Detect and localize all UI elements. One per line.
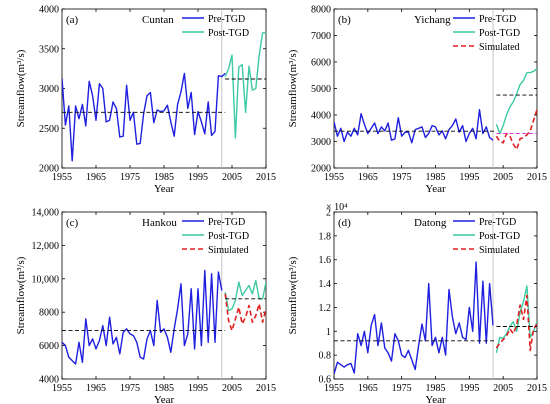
x-axis-label: Year [425, 394, 446, 404]
y-tick-label: 3000 [311, 137, 331, 148]
series-line-pre-tgd [62, 269, 223, 365]
y-axis-label: Streamflow(m³/s) [15, 49, 27, 127]
y-tick-label: 1.8 [319, 231, 332, 242]
station-name: Cuntan [142, 14, 174, 26]
y-tick-label: 4000 [39, 375, 59, 386]
y-tick-label: 0.6 [319, 375, 332, 386]
x-tick-label: 1995 [188, 383, 208, 394]
x-tick-label: 2005 [222, 172, 242, 183]
x-tick-label: 1975 [392, 172, 412, 183]
legend-label: Pre-TGD [479, 14, 516, 25]
x-axis-label: Year [425, 183, 446, 195]
chart-panel-3: 1955 1965 1975 1985 1995 2005 2015 4000 6000 8000… [15, 208, 276, 404]
legend-label: Simulated [479, 245, 520, 256]
y-tick-label: 4000 [311, 111, 331, 122]
legend-label: Simulated [479, 42, 520, 53]
chart-panel-2: 1955 1965 1975 1985 1995 2005 2015 2000 3000 4000… [287, 5, 547, 196]
x-tick-label: 1985 [426, 383, 446, 394]
legend-label: Post-TGD [479, 231, 520, 242]
x-tick-label: 2015 [256, 172, 276, 183]
x-tick-label: 1955 [52, 383, 72, 394]
legend-label: Pre-TGD [479, 217, 516, 228]
x-tick-label: 1965 [358, 383, 378, 394]
x-tick-label: 1955 [324, 172, 344, 183]
y-tick-label: 3000 [39, 84, 59, 95]
x-tick-label: 1955 [324, 383, 344, 394]
y-multiplier: × 10⁴ [326, 202, 348, 213]
x-axis-label: Year [154, 394, 175, 404]
x-tick-label: 1975 [120, 383, 140, 394]
y-tick-label: 2500 [39, 124, 59, 135]
chart-panel-4: 1955 1965 1975 1985 1995 2005 2015 0.6 0.8 1 1.2 1.… [287, 202, 547, 404]
legend-label: Post-TGD [208, 28, 249, 39]
panel-label: (b) [338, 14, 351, 26]
x-tick-label: 1985 [154, 172, 174, 183]
series-group [334, 68, 537, 151]
x-tick-label: 2015 [527, 383, 547, 394]
panel-label: (c) [66, 217, 79, 229]
station-name: Hankou [142, 217, 177, 229]
y-axis-label: Streamflow(m³/s) [287, 49, 299, 127]
legend-label: Post-TGD [479, 28, 520, 39]
y-tick-label: 1.6 [319, 255, 332, 266]
y-tick-label: 2 [326, 208, 331, 219]
y-tick-label: 3500 [39, 44, 59, 55]
series-group [62, 269, 266, 365]
series-line-pre-tgd [334, 109, 494, 144]
y-tick-label: 6000 [39, 341, 59, 352]
series-line-pre-tgd [62, 72, 226, 162]
y-tick-label: 1.2 [319, 303, 332, 314]
legend-label: Pre-TGD [208, 217, 245, 228]
x-tick-label: 1995 [459, 172, 479, 183]
y-tick-label: 0.8 [319, 351, 332, 362]
x-tick-label: 1965 [358, 172, 378, 183]
y-tick-label: 8000 [311, 5, 331, 16]
y-tick-label: 7000 [311, 31, 331, 42]
y-axis-label: Streamflow(m³/s) [287, 256, 299, 334]
y-tick-label: 10,000 [32, 274, 60, 285]
chart-panel-1: 1955 1965 1975 1985 1995 2005 2015 2000 2500 3000… [15, 5, 276, 196]
legend-label: Simulated [208, 245, 249, 256]
y-tick-label: 5000 [311, 84, 331, 95]
x-tick-label: 2015 [256, 383, 276, 394]
x-tick-label: 1985 [154, 383, 174, 394]
series-line-pre-tgd [334, 261, 494, 375]
y-tick-label: 1 [326, 327, 331, 338]
series-group [62, 32, 266, 162]
series-line-simulated [495, 294, 537, 352]
x-tick-label: 2015 [527, 172, 547, 183]
x-tick-label: 1995 [459, 383, 479, 394]
y-axis-label: Streamflow(m³/s) [15, 256, 27, 334]
panel-label: (a) [66, 14, 79, 26]
station-name: Datong [414, 217, 447, 229]
panel-label: (d) [338, 217, 351, 229]
legend-label: Post-TGD [208, 231, 249, 242]
y-tick-label: 14,000 [32, 208, 60, 219]
y-tick-label: 12,000 [32, 241, 60, 252]
y-tick-label: 6000 [311, 58, 331, 69]
x-tick-label: 1965 [86, 383, 106, 394]
x-tick-label: 1965 [86, 172, 106, 183]
x-tick-label: 2005 [493, 172, 513, 183]
y-tick-label: 2000 [39, 164, 59, 175]
x-tick-label: 1995 [188, 172, 208, 183]
x-tick-label: 1985 [426, 172, 446, 183]
y-tick-label: 8000 [39, 308, 59, 319]
x-tick-label: 2005 [493, 383, 513, 394]
series-line-simulated [495, 109, 537, 151]
station-name: Yichang [414, 14, 451, 26]
series-group [334, 261, 537, 375]
x-tick-label: 2005 [222, 383, 242, 394]
y-tick-label: 2000 [311, 164, 331, 175]
y-tick-label: 1.4 [319, 279, 332, 290]
x-tick-label: 1975 [392, 383, 412, 394]
series-line-post-tgd [224, 32, 266, 139]
x-axis-label: Year [154, 183, 175, 195]
x-tick-label: 1975 [120, 172, 140, 183]
x-tick-label: 1955 [52, 172, 72, 183]
legend-label: Pre-TGD [208, 14, 245, 25]
y-tick-label: 4000 [39, 5, 59, 16]
series-line-post-tgd [495, 68, 537, 135]
